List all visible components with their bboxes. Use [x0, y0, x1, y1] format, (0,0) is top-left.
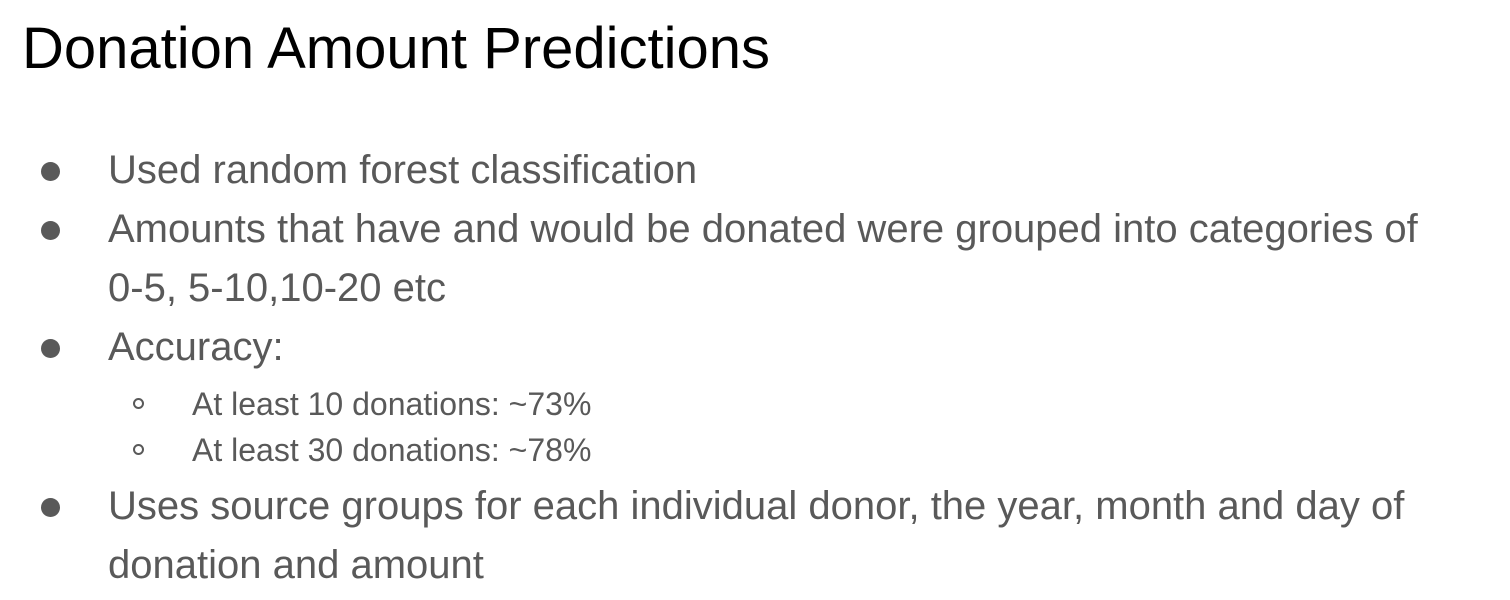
- sub-bullet-ring-icon: [133, 398, 144, 409]
- sub-bullet-text: At least 10 donations: ~73%: [192, 386, 592, 422]
- bullet-item: Uses source groups for each individual d…: [0, 477, 1510, 595]
- bullet-dot-icon: [41, 339, 60, 358]
- sub-bullet-text: At least 30 donations: ~78%: [192, 432, 592, 468]
- sub-bullet-group: At least 10 donations: ~73% At least 30 …: [0, 377, 1510, 477]
- bullet-dot-icon: [41, 162, 60, 181]
- bullet-dot-icon: [41, 221, 60, 240]
- bullet-list: Used random forest classification Amount…: [0, 141, 1510, 595]
- sub-bullet-item: At least 30 donations: ~78%: [0, 427, 1510, 473]
- bullet-item: Accuracy:: [0, 318, 1510, 377]
- bullet-text-continued: 0-5, 5-10,10-20 etc: [108, 266, 446, 310]
- bullet-text: Used random forest classification: [108, 148, 698, 192]
- sub-bullet-item: At least 10 donations: ~73%: [0, 381, 1510, 427]
- bullet-text: Uses source groups for each individual d…: [108, 484, 1405, 528]
- bullet-dot-icon: [41, 498, 60, 517]
- sub-bullet-ring-icon: [133, 444, 144, 455]
- bullet-text-continued: donation and amount: [108, 543, 484, 587]
- bullet-text: Amounts that have and would be donated w…: [108, 207, 1418, 251]
- slide-title: Donation Amount Predictions: [22, 16, 770, 81]
- sub-bullet-list: At least 10 donations: ~73% At least 30 …: [0, 381, 1510, 473]
- bullet-item: Amounts that have and would be donated w…: [0, 200, 1510, 318]
- bullet-text: Accuracy:: [108, 325, 284, 369]
- bullet-item: Used random forest classification: [0, 141, 1510, 200]
